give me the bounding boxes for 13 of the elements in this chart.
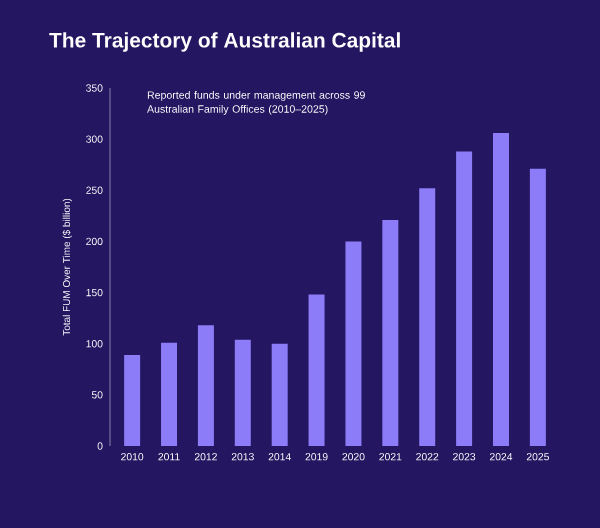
bar (382, 219, 399, 446)
bar (345, 241, 362, 446)
bar (161, 342, 178, 446)
bar (456, 151, 473, 446)
bar (271, 343, 288, 446)
bar (308, 294, 325, 446)
bar (124, 354, 141, 446)
bar (419, 188, 436, 446)
chart-title: The Trajectory of Australian Capital (49, 32, 400, 52)
bar (197, 325, 214, 446)
bar (529, 168, 546, 446)
bar (234, 339, 251, 446)
bar (492, 133, 509, 446)
